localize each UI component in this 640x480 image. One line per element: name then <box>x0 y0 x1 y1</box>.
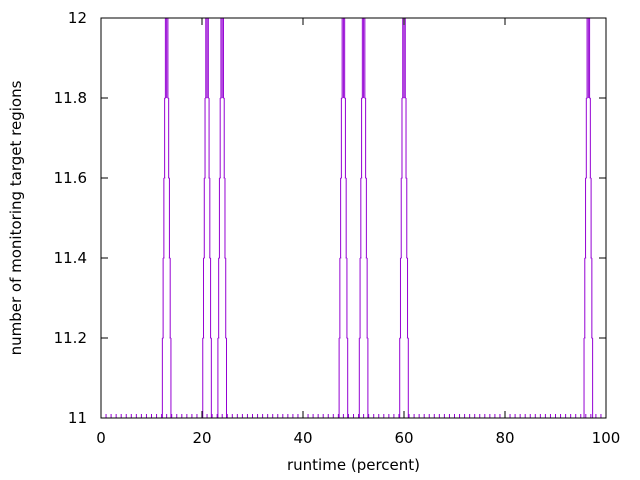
plot-frame <box>100 17 607 419</box>
y-axis: 11 11.2 11.4 11.6 11.8 12 <box>54 9 606 427</box>
y-axis-label: number of monitoring target regions <box>7 80 25 355</box>
y-tick-label: 11.4 <box>54 249 87 267</box>
x-tick-label: 40 <box>293 429 312 447</box>
series-spike <box>202 17 212 419</box>
plot-lines <box>100 17 607 419</box>
x-tick-label: 100 <box>592 429 621 447</box>
series-spike <box>338 17 349 419</box>
x-tick-label: 60 <box>394 429 413 447</box>
x-tick-label: 0 <box>96 429 106 447</box>
series-spike <box>399 17 409 419</box>
y-tick-label: 11 <box>68 409 87 427</box>
x-tick-label: 80 <box>495 429 514 447</box>
series-spike <box>358 17 369 419</box>
y-tick-label: 12 <box>68 9 87 27</box>
series-spike <box>583 17 594 419</box>
series-spike <box>217 17 227 419</box>
y-tick-label: 11.6 <box>54 169 87 187</box>
y-tick-label: 11.2 <box>54 329 87 347</box>
x-axis: 0 20 40 60 80 100 <box>96 18 620 447</box>
y-tick-label: 11.8 <box>54 89 87 107</box>
series-spike <box>161 17 172 419</box>
x-axis-label: runtime (percent) <box>287 456 420 474</box>
x-tick-label: 20 <box>192 429 211 447</box>
